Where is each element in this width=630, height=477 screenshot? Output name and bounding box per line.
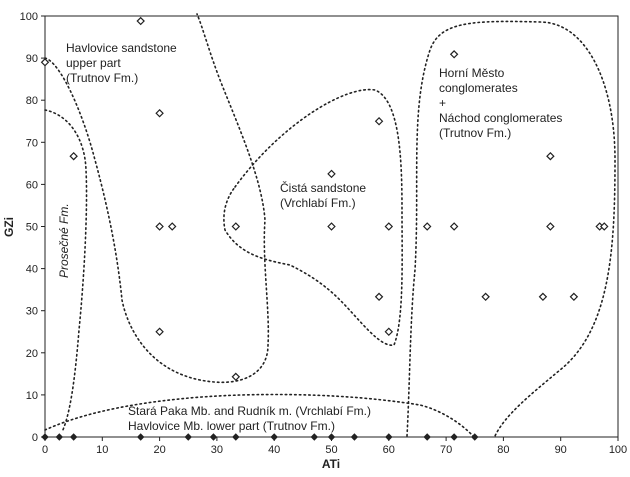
y-tick-label: 0: [32, 432, 38, 444]
baseline-data-point: [55, 433, 64, 441]
label-stara-paka: Stará Paka Mb. and Rudník m. (Vrchlabí F…: [128, 404, 374, 433]
data-point: [374, 292, 384, 302]
data-point: [481, 292, 490, 302]
data-point: [449, 50, 459, 59]
data-point: [538, 292, 548, 302]
x-tick-label: 20: [153, 444, 165, 456]
y-axis-title: GZi: [2, 217, 16, 237]
baseline-data-point: [423, 433, 431, 441]
data-point: [384, 222, 394, 231]
baseline-data-point: [385, 433, 393, 441]
data-point: [327, 169, 336, 179]
region-horni-mesto: [406, 20, 616, 437]
baseline-data-point: [450, 433, 458, 441]
data-point: [374, 117, 384, 126]
data-point: [384, 327, 394, 336]
y-tick-label: 100: [20, 11, 38, 23]
label-prosecne: Prosečné Fm.: [57, 203, 71, 278]
x-axis-title: ATi: [322, 457, 340, 471]
data-point: [155, 109, 164, 118]
baseline-data-point: [69, 433, 78, 441]
y-tick-label: 40: [26, 264, 38, 276]
data-point: [231, 372, 241, 382]
data-point: [546, 151, 555, 161]
label-horni-mesto: Horní Město conglomerates + Náchod congl…: [439, 66, 566, 140]
baseline-data-point: [471, 433, 479, 441]
x-tick-label: 70: [440, 444, 452, 456]
data-point: [231, 222, 241, 231]
baseline-data-point: [310, 433, 319, 441]
axes-labels: ATi GZi: [2, 217, 340, 471]
data-point: [599, 222, 609, 231]
baseline-data-point: [41, 433, 49, 441]
annotations: Havlovice sandstone upper part (Trutnov …: [57, 41, 566, 433]
baseline-data-point: [232, 433, 240, 441]
label-cista: Čistá sandstone (Vrchlabí Fm.): [280, 180, 369, 210]
y-tick-label: 30: [26, 306, 38, 318]
x-tick-label: 80: [497, 444, 509, 456]
y-tick-label: 10: [26, 390, 38, 402]
x-tick-label: 0: [42, 444, 48, 456]
x-tick-label: 100: [609, 444, 627, 456]
region-havlovice-upper: [44, 13, 270, 384]
baseline-data-point: [209, 433, 218, 441]
x-tick-label: 40: [268, 444, 280, 456]
baseline-data-point: [184, 433, 192, 441]
baseline-data-point: [136, 433, 145, 441]
y-tick-label: 80: [26, 95, 38, 107]
region-boundaries: [44, 13, 616, 438]
data-point: [327, 222, 336, 231]
data-point: [167, 222, 177, 231]
data-point: [155, 327, 164, 336]
y-tick-label: 20: [26, 348, 38, 360]
baseline-data-point: [350, 433, 359, 441]
data-point: [136, 16, 145, 26]
baseline-data-point: [270, 433, 278, 441]
data-point: [155, 222, 164, 231]
data-point: [546, 222, 555, 231]
data-point: [40, 58, 50, 67]
y-tick-label: 50: [26, 222, 38, 234]
region-prosecne: [44, 109, 88, 433]
x-tick-label: 50: [325, 444, 337, 456]
label-havlovice-upper: Havlovice sandstone upper part (Trutnov …: [66, 41, 180, 85]
data-point: [422, 222, 432, 231]
data-point: [449, 222, 459, 231]
region-cista: [223, 88, 403, 346]
baseline-data-point: [327, 433, 336, 441]
y-tick-label: 90: [26, 53, 38, 65]
data-points: [40, 16, 609, 441]
data-point: [69, 151, 78, 161]
y-tick-label: 60: [26, 179, 38, 191]
x-tick-label: 60: [383, 444, 395, 456]
x-tick-label: 30: [211, 444, 223, 456]
data-point: [569, 292, 579, 302]
x-tick-label: 90: [555, 444, 567, 456]
y-tick-label: 70: [26, 137, 38, 149]
x-tick-label: 10: [96, 444, 108, 456]
